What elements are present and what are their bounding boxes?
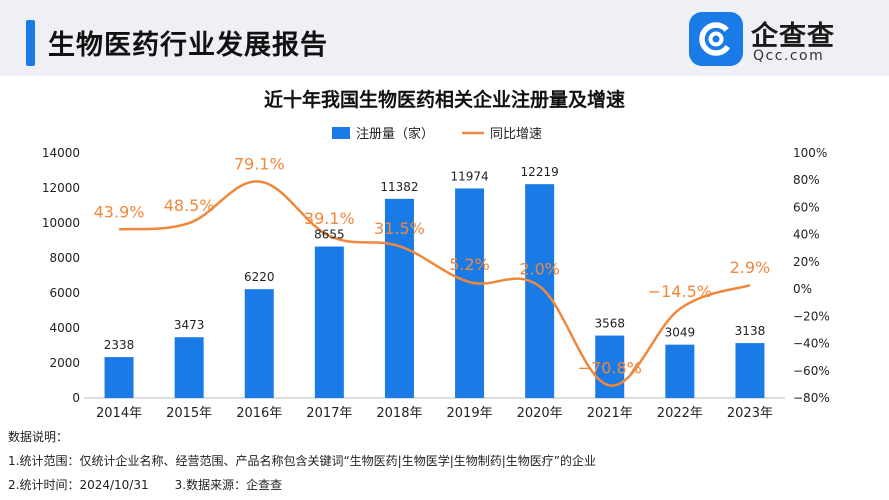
title-accent-bar [26, 20, 35, 66]
bar-value-label: 6220 [244, 270, 275, 284]
y-right-tick-label: 0% [793, 282, 812, 296]
growth-rate-label: 5.2% [449, 255, 490, 274]
y-right-tick-label: −80% [793, 391, 830, 405]
x-tick-label: 2023年 [727, 406, 773, 421]
growth-rate-label: 79.1% [234, 154, 285, 173]
y-left-tick-label: 6000 [49, 286, 80, 300]
y-right-tick-label: 80% [793, 173, 820, 187]
bar [595, 335, 625, 398]
brand-logo: 企查查 Qcc.com [689, 12, 869, 68]
notes-footer: 2.统计时间：2024/10/31 3.数据来源：企查查 [8, 476, 282, 493]
y-left-tick-label: 8000 [49, 251, 80, 265]
y-left-tick-label: 10000 [42, 216, 80, 230]
bar-value-label: 8655 [314, 228, 345, 242]
x-tick-label: 2017年 [306, 406, 352, 421]
growth-rate-label: 48.5% [164, 196, 215, 215]
bar [244, 289, 274, 398]
y-left-tick-label: 12000 [42, 181, 80, 195]
bar-value-label: 2338 [104, 338, 135, 352]
y-left-tick-label: 2000 [49, 356, 80, 370]
notes-time: 2.统计时间：2024/10/31 [8, 478, 149, 492]
bar [104, 357, 134, 398]
growth-rate-label: −70.8% [578, 358, 642, 377]
legend-line-label: 同比增速 [490, 127, 542, 142]
y-right-tick-label: −40% [793, 337, 830, 351]
brand-name-en: Qcc.com [753, 48, 825, 64]
y-left-tick-label: 14000 [42, 146, 80, 160]
x-tick-label: 2014年 [96, 406, 142, 421]
brand-name-cn: 企查查 [751, 21, 835, 52]
growth-rate-line [118, 180, 751, 387]
x-tick-label: 2018年 [376, 406, 422, 421]
x-tick-label: 2016年 [236, 406, 282, 421]
bar-value-label: 3473 [174, 318, 205, 332]
y-right-tick-label: 100% [793, 146, 827, 160]
bar [455, 188, 485, 398]
y-right-tick-label: 20% [793, 255, 820, 269]
bar [314, 246, 344, 398]
report-title: 生物医药行业发展报告 [48, 30, 328, 61]
x-tick-label: 2015年 [166, 406, 212, 421]
bar [174, 337, 204, 398]
y-right-tick-label: 40% [793, 228, 820, 242]
notes-source: 3.数据来源：企查查 [174, 478, 283, 492]
x-tick-label: 2020年 [517, 406, 563, 421]
combo-chart: 近十年我国生物医药相关企业注册量及增速 注册量（家） 同比增速 0 2000 400… [42, 88, 830, 421]
x-tick-label: 2022年 [657, 406, 703, 421]
y-left-tick-label: 4000 [49, 321, 80, 335]
bar-value-label: 12219 [521, 165, 559, 179]
legend-bar-swatch [332, 127, 350, 139]
growth-rate-label: 2.0% [519, 259, 560, 278]
legend: 注册量（家） 同比增速 [332, 126, 542, 142]
bar-value-label: 11382 [380, 180, 418, 194]
bar-value-label: 3568 [594, 317, 625, 331]
bar-value-label: 11974 [450, 169, 488, 183]
growth-rate-label: −14.5% [648, 282, 712, 301]
y-left-tick-label: 0 [72, 391, 80, 405]
bar-value-label: 3049 [665, 326, 696, 340]
bar [735, 343, 765, 398]
chart-title: 近十年我国生物医药相关企业注册量及增速 [264, 88, 625, 111]
bar [665, 344, 695, 398]
growth-rate-label: 43.9% [94, 202, 145, 221]
growth-rate-label: 2.9% [730, 258, 771, 277]
bar [384, 198, 414, 398]
notes-heading: 数据说明： [8, 430, 69, 444]
legend-bar-label: 注册量（家） [356, 126, 434, 142]
y-right-tick-label: −20% [793, 309, 830, 323]
y-right-tick-label: 60% [793, 200, 820, 214]
x-tick-label: 2021年 [587, 406, 633, 421]
bar-value-label: 3138 [735, 324, 766, 338]
notes-scope: 1.统计范围：仅统计企业名称、经营范围、产品名称包含关键词“生物医药|生物医学|… [8, 454, 597, 468]
report-header: 生物医药行业发展报告 企查查 Qcc.com [0, 0, 889, 76]
qcc-logo-icon [689, 12, 743, 66]
growth-rate-label: 31.5% [374, 219, 425, 238]
y-right-tick-label: −60% [793, 364, 830, 378]
bar [525, 184, 555, 398]
x-tick-label: 2019年 [447, 406, 493, 421]
growth-rate-label: 39.1% [304, 209, 355, 228]
